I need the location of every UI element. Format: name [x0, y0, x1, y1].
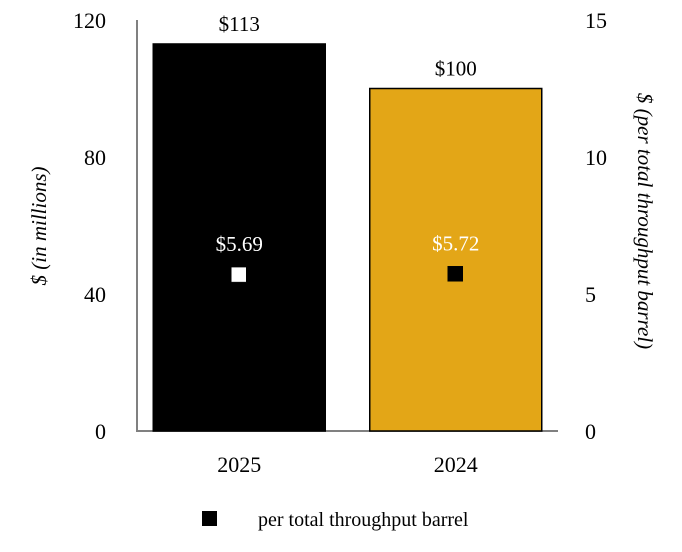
- y-tick-label: 40: [84, 282, 106, 307]
- x-tick-label: 2025: [217, 452, 261, 477]
- labels: $113 2025 $5.69 $100 2024 $5.72: [216, 12, 480, 477]
- point-marker: [447, 266, 463, 282]
- legend-label: per total throughput barrel: [258, 509, 469, 531]
- bar: [152, 43, 326, 432]
- y-axis-label: $ (in millions): [27, 166, 51, 285]
- x-tick-label: 2024: [434, 452, 478, 477]
- bar-value-label: $113: [219, 12, 260, 36]
- y2-tick-label: 5: [585, 282, 596, 307]
- y-tick-label: 80: [84, 145, 106, 170]
- bars: [152, 43, 543, 432]
- y-tick-label: 120: [73, 8, 106, 33]
- y-tick-label: 0: [95, 419, 106, 444]
- point-value-label: $5.72: [432, 231, 479, 255]
- legend-marker: [202, 511, 217, 526]
- legend: per total throughput barrel: [202, 509, 469, 531]
- y2-axis-label: $ (per total throughput barrel): [633, 93, 657, 349]
- bar: [369, 87, 543, 432]
- bar-value-label: $100: [435, 57, 477, 81]
- y2-tick-label: 10: [585, 145, 607, 170]
- point-value-label: $5.69: [216, 232, 263, 256]
- point-marker: [231, 266, 247, 283]
- y2-tick-label: 15: [585, 8, 607, 33]
- y2-tick-label: 0: [585, 419, 596, 444]
- markers: [231, 266, 463, 283]
